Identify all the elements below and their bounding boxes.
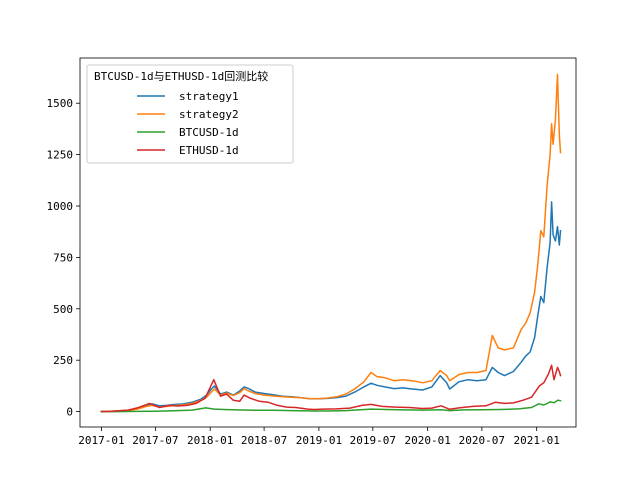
legend: BTCUSD-1d与ETHUSD-1d回测比较 strategy1strateg… — [86, 64, 294, 164]
x-tick-label: 2020-01 — [404, 434, 450, 447]
x-tick-label: 2019-07 — [350, 434, 396, 447]
x-tick-label: 2018-07 — [241, 434, 287, 447]
series-layer — [100, 73, 562, 413]
legend-label: BTCUSD-1d — [179, 126, 239, 139]
x-tick-label: 2018-01 — [187, 434, 233, 447]
y-tick-label: 250 — [53, 354, 73, 367]
legend-entries: strategy1 strategy2 BTCUSD-1d ETHUSD-1d — [137, 90, 239, 157]
legend-entry-strategy2: strategy2 — [137, 108, 239, 121]
y-tick-label: 0 — [66, 406, 73, 419]
x-tick-label: 2020-07 — [459, 434, 505, 447]
x-tick-label: 2021-01 — [513, 434, 559, 447]
legend-label: strategy2 — [179, 108, 239, 121]
legend-label: ETHUSD-1d — [179, 144, 239, 157]
series-line-btcusd-1d — [100, 399, 562, 413]
x-tick-label: 2019-01 — [296, 434, 342, 447]
plot-frame — [79, 57, 577, 428]
legend-entry-btcusd-1d: BTCUSD-1d — [137, 126, 239, 139]
x-tick-label: 2017-01 — [78, 434, 124, 447]
y-axis: 0 250 500 750 1000 1250 1500 — [47, 97, 80, 419]
series-line-strategy2 — [100, 73, 562, 413]
x-tick-label: 2017-07 — [132, 434, 178, 447]
y-tick-label: 1000 — [47, 200, 74, 213]
y-tick-label: 750 — [53, 251, 73, 264]
legend-box — [86, 64, 294, 164]
series-line-strategy1 — [100, 201, 562, 413]
legend-entry-strategy1: strategy1 — [137, 90, 239, 103]
series-line-ethusd-1d — [100, 364, 562, 413]
legend-entry-ethusd-1d: ETHUSD-1d — [137, 144, 239, 157]
legend-title: BTCUSD-1d与ETHUSD-1d回测比较 — [94, 69, 268, 83]
y-tick-label: 1250 — [47, 149, 74, 162]
legend-label: strategy1 — [179, 90, 239, 103]
x-axis: 2017-01 2017-07 2018-01 2018-07 2019-01 2019-… — [78, 427, 560, 447]
y-tick-label: 1500 — [47, 97, 74, 110]
y-tick-label: 500 — [53, 303, 73, 316]
